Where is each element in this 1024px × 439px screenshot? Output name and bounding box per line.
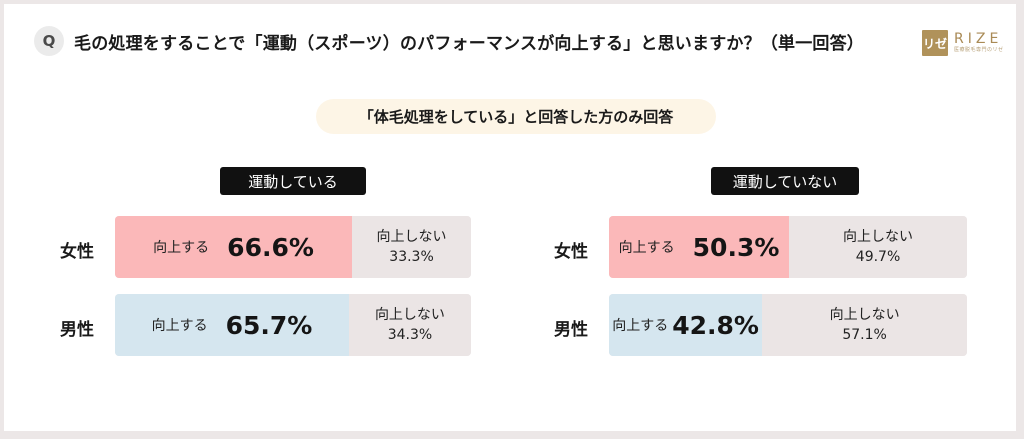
bar-not-exercising-male: 向上する 42.8% 向上しない 57.1% bbox=[609, 294, 967, 356]
segment-improve: 向上する 42.8% bbox=[609, 294, 763, 356]
not-improve-label: 向上しない bbox=[374, 307, 445, 323]
segment-not-improve: 向上しない 33.3% bbox=[352, 216, 471, 278]
row-label-male: 男性 bbox=[554, 320, 588, 340]
not-improve-label: 向上しない bbox=[376, 229, 447, 245]
logo-mark-icon: リゼ bbox=[922, 30, 948, 56]
segment-not-improve: 向上しない 34.3% bbox=[348, 294, 471, 356]
not-improve-value: 33.3% bbox=[389, 249, 434, 265]
question-title: 毛の処理をすることで「運動（スポーツ）のパフォーマンスが向上する」と思いますか？… bbox=[74, 34, 865, 54]
improve-label: 向上する bbox=[151, 318, 208, 334]
improve-value: 65.7% bbox=[225, 310, 313, 340]
question-badge: Q bbox=[34, 26, 64, 56]
improve-label: 向上する bbox=[618, 240, 675, 256]
row-label-male: 男性 bbox=[60, 320, 94, 340]
improve-label: 向上する bbox=[153, 240, 210, 256]
improve-label: 向上する bbox=[612, 318, 669, 334]
improve-value: 66.6% bbox=[227, 232, 314, 262]
rize-logo: リゼ RIZE 医療脱毛専門のリゼ bbox=[922, 28, 1018, 58]
segment-improve: 向上する 65.7% bbox=[115, 294, 349, 356]
logo-tagline: 医療脱毛専門のリゼ bbox=[954, 47, 1004, 53]
bar-exercising-male: 向上する 65.7% 向上しない 34.3% bbox=[115, 294, 471, 356]
not-improve-value: 34.3% bbox=[387, 327, 433, 343]
segment-not-improve: 向上しない 49.7% bbox=[789, 216, 967, 278]
logo-wordmark: RIZE bbox=[954, 31, 1003, 47]
section-label-not-exercising: 運動していない bbox=[711, 167, 859, 195]
not-improve-label: 向上しない bbox=[829, 307, 900, 323]
row-label-female: 女性 bbox=[554, 242, 588, 262]
row-label-female: 女性 bbox=[60, 242, 94, 262]
segment-not-improve: 向上しない 57.1% bbox=[762, 294, 967, 356]
improve-value: 42.8% bbox=[672, 310, 759, 340]
section-label-exercising: 運動している bbox=[220, 167, 366, 195]
segment-improve: 向上する 50.3% bbox=[609, 216, 790, 278]
not-improve-value: 49.7% bbox=[855, 249, 901, 265]
bar-exercising-female: 向上する 66.6% 向上しない 33.3% bbox=[115, 216, 471, 278]
bar-not-exercising-female: 向上する 50.3% 向上しない 49.7% bbox=[609, 216, 967, 278]
not-improve-value: 57.1% bbox=[842, 327, 887, 343]
improve-value: 50.3% bbox=[692, 232, 780, 262]
segment-improve: 向上する 66.6% bbox=[115, 216, 353, 278]
respondent-note: 「体毛処理をしている」と回答した方のみ回答 bbox=[316, 99, 716, 134]
chart-card: Q 毛の処理をすることで「運動（スポーツ）のパフォーマンスが向上する」と思います… bbox=[4, 4, 1016, 431]
not-improve-label: 向上しない bbox=[843, 229, 914, 245]
